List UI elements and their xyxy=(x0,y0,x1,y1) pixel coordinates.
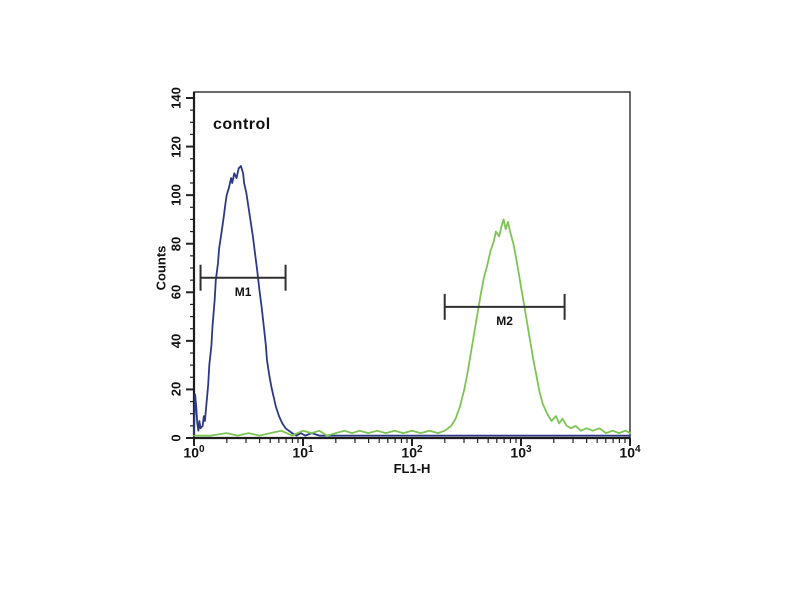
green-stained-peak-curve xyxy=(193,218,631,437)
blue-control-peak-curve xyxy=(193,165,631,437)
plot-frame xyxy=(193,91,631,439)
